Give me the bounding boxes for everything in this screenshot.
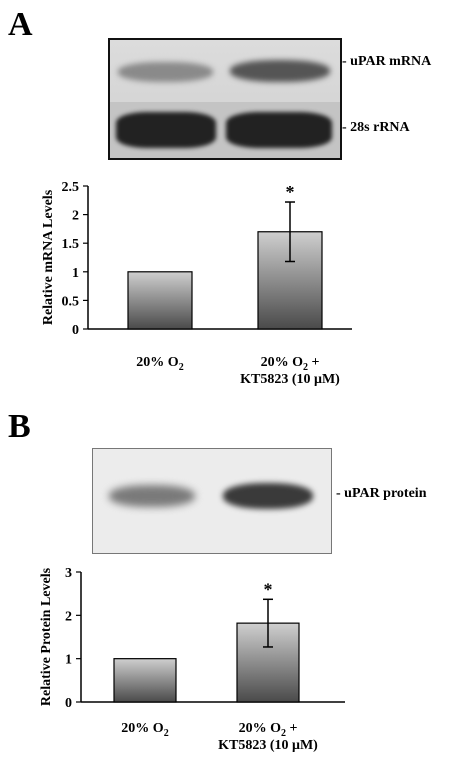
x-category-label: 20% O2 (136, 355, 183, 373)
upar-protein-label: - uPAR protein (336, 486, 427, 501)
y-tick-label: 1 (72, 266, 79, 281)
x-category-label: 20% O2 + (261, 355, 320, 373)
x-category-label-line2: KT5823 (10 μM) (240, 372, 340, 387)
y-tick-label: 1.5 (62, 237, 80, 252)
y-tick-label: 3 (65, 566, 72, 581)
y-axis-label: Relative Protein Levels (39, 567, 54, 706)
significance-asterisk: * (264, 579, 273, 599)
bar (127, 271, 193, 330)
y-tick-label: 2.5 (62, 180, 80, 195)
rna-blot-image (108, 38, 342, 160)
rrna-band-lane1 (116, 112, 216, 148)
protein-blot-image (92, 448, 332, 554)
y-tick-label: 0 (65, 696, 72, 711)
upar-mrna-band-lane1 (118, 62, 213, 82)
upar-mrna-band-lane2 (230, 60, 330, 82)
panel-b-letter: B (8, 408, 31, 445)
y-tick-label: 1 (65, 653, 72, 668)
x-category-label: 20% O2 + (239, 721, 298, 739)
x-category-label: 20% O2 (121, 721, 168, 739)
panel-a-letter: A (8, 6, 33, 43)
mrna-bar-chart: 0 0.5 1 1.5 2 2.5 Relative mRNA Levels 20% O2 * 2… (41, 180, 352, 387)
upar-protein-band-lane1 (109, 485, 195, 507)
significance-asterisk: * (286, 182, 295, 202)
rrna-28s-label: - 28s rRNA (342, 120, 410, 135)
y-tick-label: 2 (65, 609, 72, 624)
protein-bar-chart: 0 1 2 3 Relative Protein Levels 20% O2 * 20% O2… (39, 566, 345, 753)
y-axis-label: Relative mRNA Levels (41, 189, 56, 325)
y-tick-label: 2 (72, 209, 79, 224)
bar (113, 658, 177, 703)
y-tick-label: 0.5 (62, 294, 80, 309)
upar-mrna-label: - uPAR mRNA (342, 54, 432, 69)
x-category-label-line2: KT5823 (10 μM) (218, 738, 318, 753)
rrna-band-lane2 (226, 112, 332, 148)
y-tick-label: 0 (72, 323, 79, 338)
upar-protein-band-lane2 (223, 483, 313, 509)
